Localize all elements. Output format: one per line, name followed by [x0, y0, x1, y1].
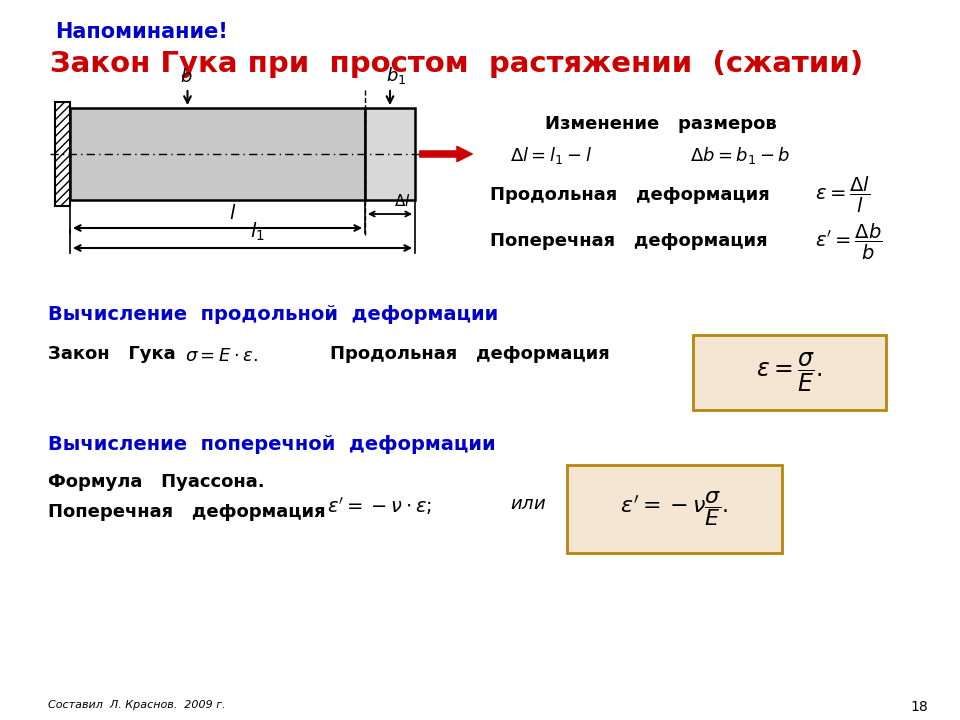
Text: Вычисление  продольной  деформации: Вычисление продольной деформации	[48, 305, 498, 324]
Text: $\Delta b = b_1 - b$: $\Delta b = b_1 - b$	[690, 145, 790, 166]
Text: Продольная   деформация: Продольная деформация	[330, 345, 610, 363]
Text: $l$: $l$	[228, 204, 236, 223]
Text: $\Delta l$: $\Delta l$	[394, 193, 410, 209]
Bar	[70, 108, 365, 200]
Text: $b$: $b$	[180, 68, 192, 86]
Text: $\sigma = E \cdot \varepsilon.$: $\sigma = E \cdot \varepsilon.$	[185, 347, 258, 365]
Text: $или$: $или$	[510, 495, 546, 513]
Text: $\Delta l = l_1 - l$: $\Delta l = l_1 - l$	[510, 145, 592, 166]
Text: $\varepsilon' = \dfrac{\Delta b}{b}$: $\varepsilon' = \dfrac{\Delta b}{b}$	[815, 222, 882, 262]
Text: $\varepsilon = \dfrac{\sigma}{E}.$: $\varepsilon = \dfrac{\sigma}{E}.$	[756, 351, 823, 394]
Text: $\varepsilon = \dfrac{\Delta l}{l}$: $\varepsilon = \dfrac{\Delta l}{l}$	[815, 175, 870, 215]
Text: Вычисление  поперечной  деформации: Вычисление поперечной деформации	[48, 435, 495, 454]
Text: $l_1$: $l_1$	[251, 221, 265, 243]
Text: $b_1$: $b_1$	[386, 65, 406, 86]
Text: $\varepsilon' = -\nu \cdot \varepsilon;$: $\varepsilon' = -\nu \cdot \varepsilon;$	[327, 495, 432, 517]
Bar	[693, 335, 886, 410]
Text: Напоминание!: Напоминание!	[55, 22, 228, 42]
Text: Поперечная   деформация: Поперечная деформация	[48, 503, 325, 521]
Text: 18: 18	[910, 700, 927, 714]
Text: Закон   Гука: Закон Гука	[48, 345, 176, 363]
Text: $\varepsilon' = -\nu \dfrac{\sigma}{E}.$: $\varepsilon' = -\nu \dfrac{\sigma}{E}.$	[620, 490, 729, 528]
Bar	[567, 465, 782, 553]
Text: Изменение   размеров: Изменение размеров	[545, 115, 777, 133]
Text: Формула   Пуассона.: Формула Пуассона.	[48, 473, 265, 491]
Text: Закон Гука при  простом  растяжении  (сжатии): Закон Гука при простом растяжении (сжати…	[50, 50, 863, 78]
Text: Составил  Л. Краснов.  2009 г.: Составил Л. Краснов. 2009 г.	[48, 700, 226, 710]
Text: Продольная   деформация: Продольная деформация	[490, 186, 770, 204]
Bar	[365, 108, 415, 200]
Polygon shape	[55, 102, 70, 206]
Text: Поперечная   деформация: Поперечная деформация	[490, 232, 768, 250]
